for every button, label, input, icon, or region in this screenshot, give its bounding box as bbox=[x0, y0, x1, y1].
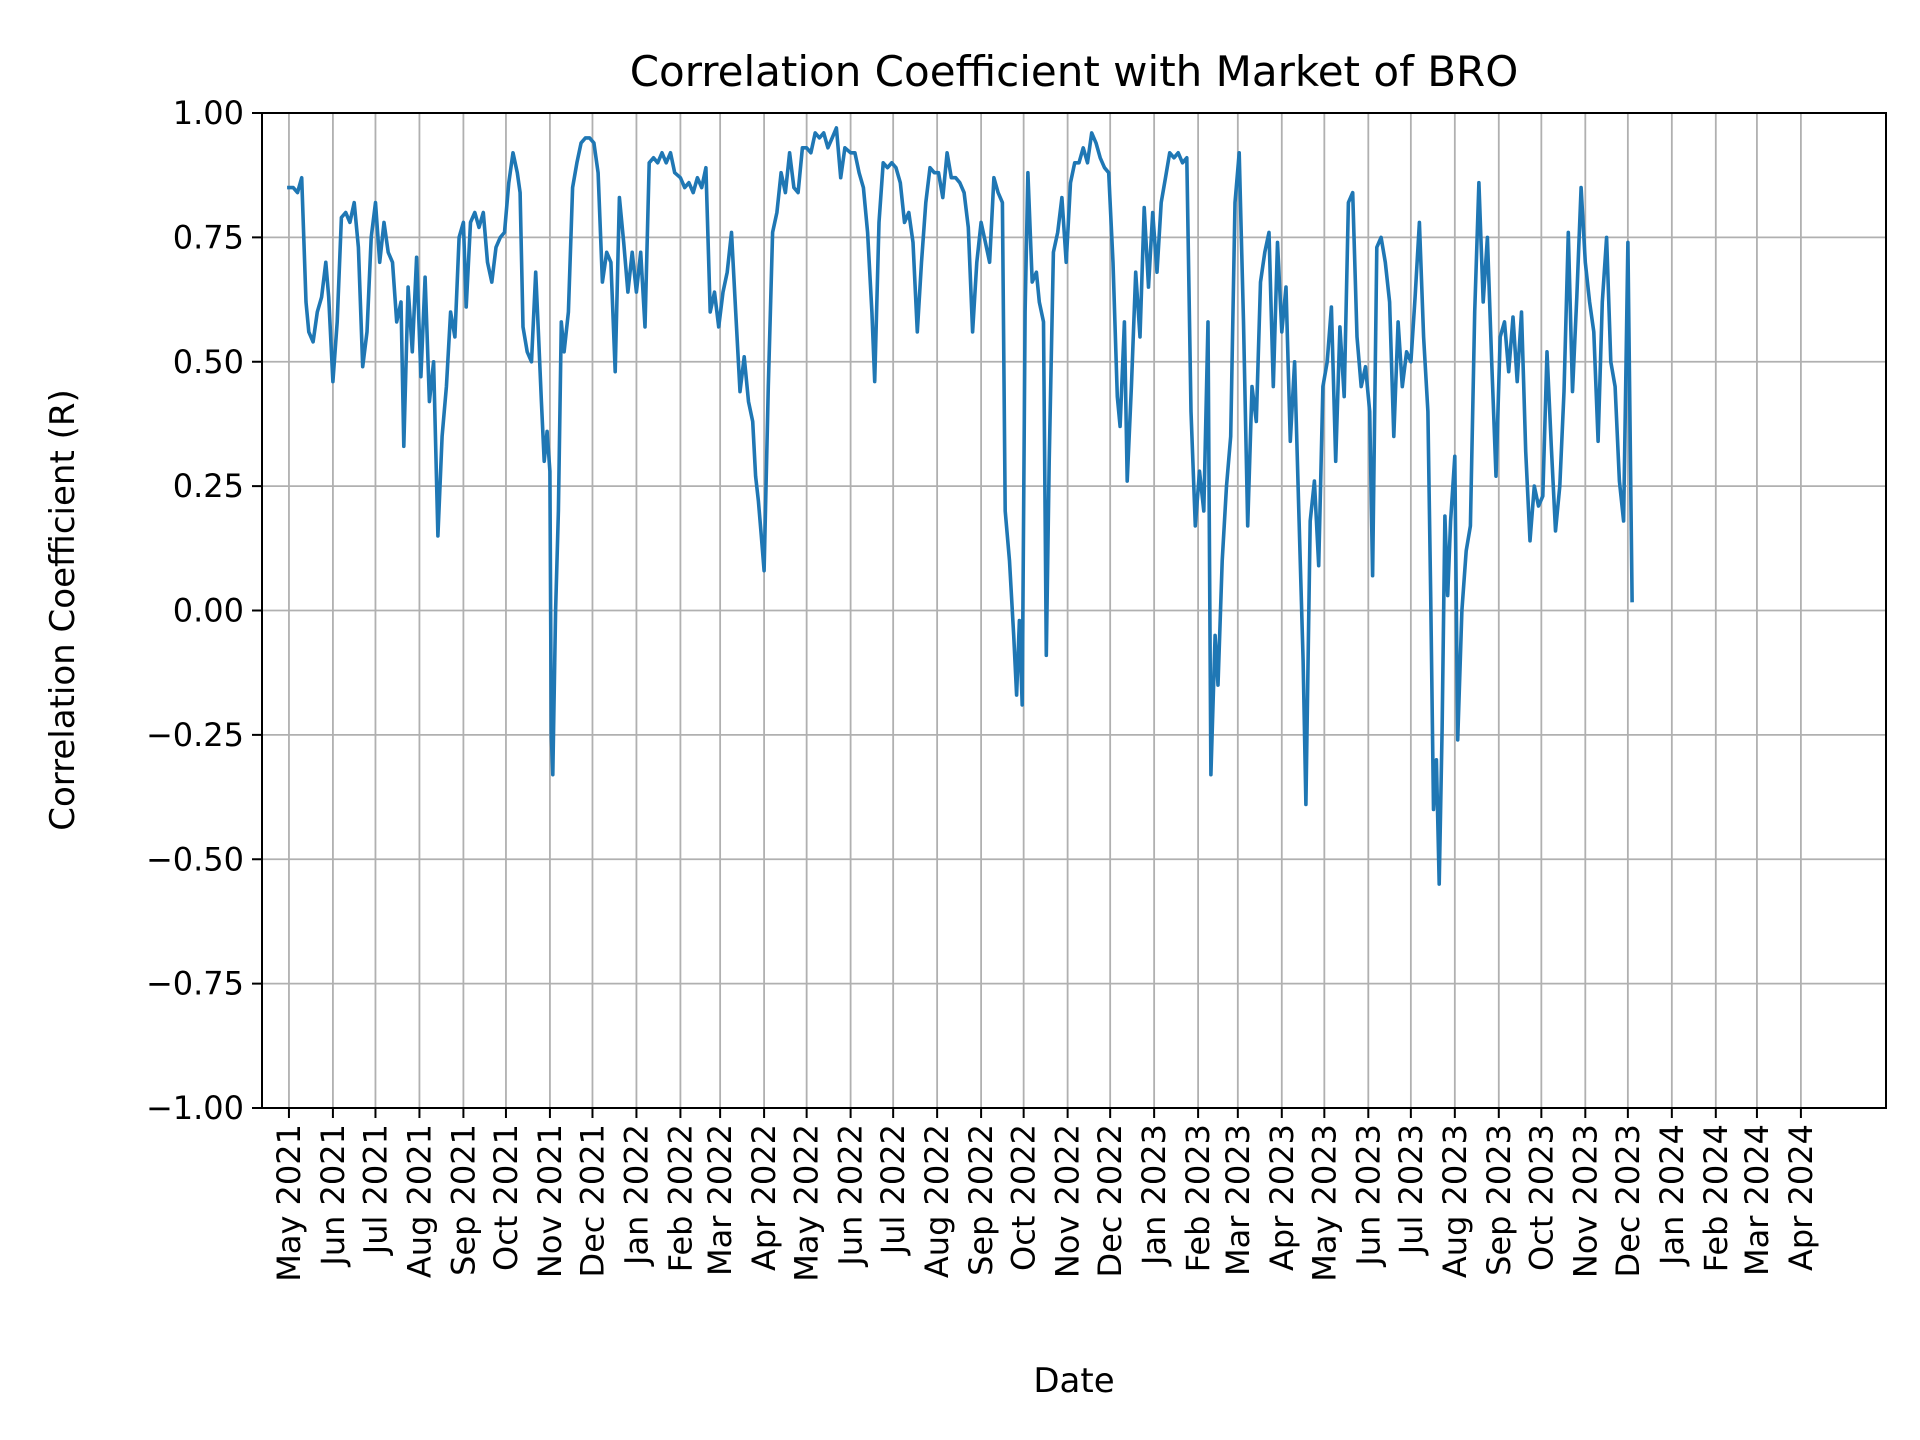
x-tick-label: Nov 2023 bbox=[1566, 1124, 1604, 1278]
x-tick-label: Nov 2021 bbox=[531, 1124, 569, 1278]
x-tick-label: Dec 2023 bbox=[1609, 1124, 1647, 1278]
plot-area-frame bbox=[261, 112, 1887, 1109]
y-tick-label: 0.50 bbox=[173, 343, 244, 381]
x-tick-label: Dec 2021 bbox=[573, 1124, 611, 1278]
y-axis-label: Correlation Coefficient (R) bbox=[43, 389, 83, 831]
x-tick-label: May 2021 bbox=[270, 1124, 308, 1282]
axis-ticks: 1.00 0.75 0.50 0.25 0.00 −0.25 −0.50 −0.75 −1.00… bbox=[146, 94, 1820, 1282]
x-tick-label: Oct 2022 bbox=[1005, 1124, 1043, 1271]
x-tick-label: Oct 2023 bbox=[1522, 1124, 1560, 1271]
y-tick-label: 0.75 bbox=[173, 218, 244, 256]
x-tick-label: Nov 2022 bbox=[1049, 1124, 1087, 1278]
x-tick-label: Jul 2022 bbox=[874, 1124, 912, 1256]
y-tick-label: −0.25 bbox=[146, 716, 244, 754]
x-tick-label: Mar 2022 bbox=[701, 1124, 739, 1276]
x-tick-label: Sep 2021 bbox=[444, 1124, 482, 1276]
y-tick-label: −0.50 bbox=[146, 840, 244, 878]
x-tick-label: Feb 2023 bbox=[1179, 1124, 1217, 1272]
x-tick-label: May 2022 bbox=[788, 1124, 826, 1282]
x-tick-label: Sep 2022 bbox=[962, 1124, 1000, 1276]
x-tick-label: Oct 2021 bbox=[487, 1124, 525, 1271]
x-tick-label: May 2023 bbox=[1305, 1124, 1343, 1282]
x-tick-label: Apr 2023 bbox=[1263, 1124, 1301, 1271]
y-tick-label: −1.00 bbox=[146, 1089, 244, 1127]
x-tick-label: Feb 2024 bbox=[1697, 1124, 1735, 1272]
y-tick-label: −0.75 bbox=[146, 965, 244, 1003]
x-tick-label: Jun 2022 bbox=[832, 1124, 870, 1268]
x-tick-label: Jun 2021 bbox=[314, 1124, 352, 1268]
chart-title: Correlation Coefficient with Market of B… bbox=[630, 47, 1519, 96]
x-tick-label: Jan 2022 bbox=[617, 1124, 655, 1267]
x-tick-label: Sep 2023 bbox=[1480, 1124, 1518, 1276]
x-tick-label: Dec 2022 bbox=[1091, 1124, 1129, 1278]
x-tick-label: Jul 2023 bbox=[1392, 1124, 1430, 1256]
x-tick-label: Jan 2023 bbox=[1135, 1124, 1173, 1267]
x-tick-label: Apr 2022 bbox=[745, 1124, 783, 1271]
x-tick-label: Mar 2024 bbox=[1738, 1124, 1776, 1276]
x-tick-label: Apr 2024 bbox=[1782, 1124, 1820, 1271]
y-tick-label: 0.25 bbox=[173, 467, 244, 505]
x-tick-label: Feb 2022 bbox=[661, 1124, 699, 1272]
x-tick-label: Jan 2024 bbox=[1653, 1124, 1691, 1267]
y-tick-label: 0.00 bbox=[173, 592, 244, 630]
x-tick-label: Mar 2023 bbox=[1219, 1124, 1257, 1276]
y-tick-label: 1.00 bbox=[173, 94, 244, 132]
series-line-correlation bbox=[287, 126, 1634, 886]
x-tick-label: Aug 2022 bbox=[918, 1124, 956, 1278]
x-tick-label: Jun 2023 bbox=[1349, 1124, 1387, 1268]
x-axis-label: Date bbox=[1033, 1361, 1114, 1401]
x-tick-label: Jul 2021 bbox=[356, 1124, 394, 1256]
x-tick-label: Aug 2023 bbox=[1436, 1124, 1474, 1278]
x-tick-label: Aug 2021 bbox=[400, 1124, 438, 1278]
